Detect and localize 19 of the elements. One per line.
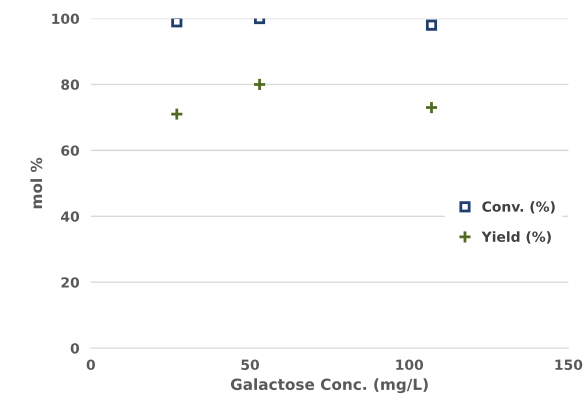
x-tick-label: 50 xyxy=(241,359,260,370)
legend-label: Yield (%) xyxy=(482,231,551,244)
point xyxy=(426,20,438,31)
x-tick-label: 150 xyxy=(555,359,582,370)
y-tick-label: 100 xyxy=(52,14,80,24)
y-tick-label: 80 xyxy=(61,79,80,90)
legend-label: Conv. (%) xyxy=(482,201,555,214)
y-tick-label: 40 xyxy=(61,211,80,222)
point xyxy=(170,107,184,122)
y-axis-title: mol % xyxy=(30,158,42,208)
x-tick-label: 0 xyxy=(86,359,95,370)
point xyxy=(171,18,182,28)
y-tick-label: 0 xyxy=(70,343,80,354)
point xyxy=(252,78,267,92)
y-tick-label: 60 xyxy=(61,145,80,156)
point xyxy=(424,100,438,114)
y-tick-label: 20 xyxy=(61,277,80,288)
x-axis-title: Galactose Conc. (mg/L) xyxy=(230,378,428,394)
x-tick-label: 100 xyxy=(396,359,424,370)
